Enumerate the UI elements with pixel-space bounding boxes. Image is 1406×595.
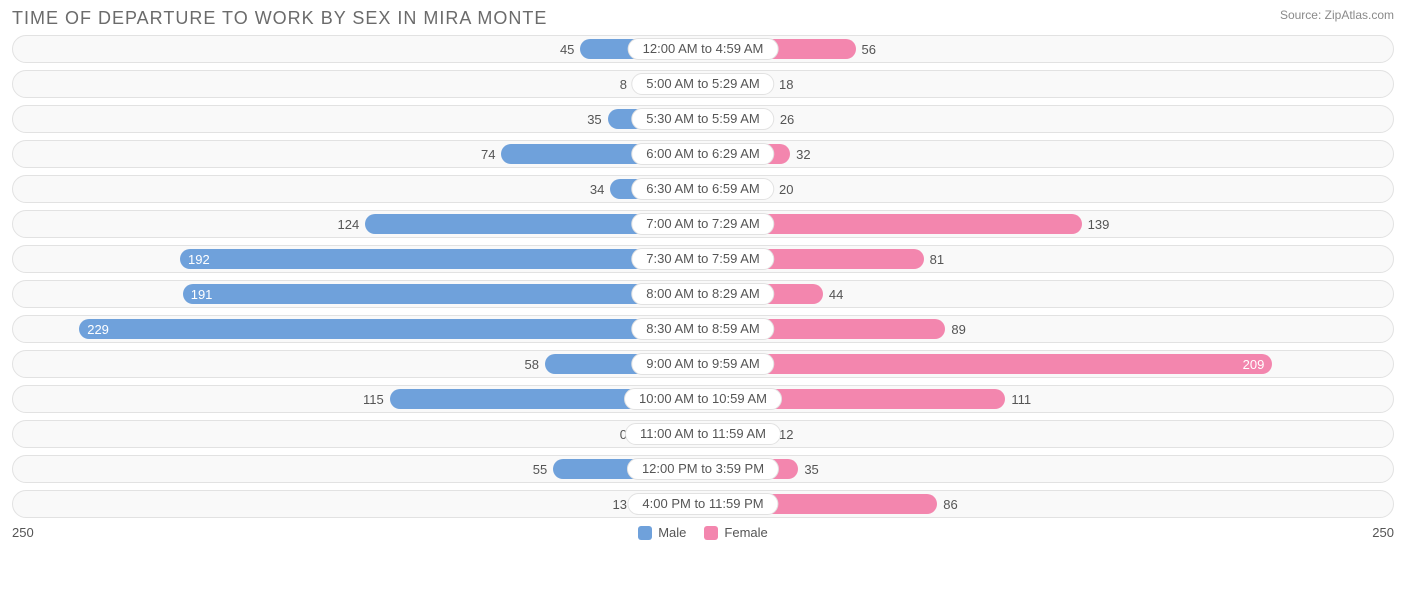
female-value: 20: [773, 182, 793, 197]
male-value: 115: [363, 392, 390, 407]
female-value: 209: [1235, 357, 1273, 372]
axis-max-left: 250: [12, 525, 52, 540]
male-half: 8: [13, 71, 703, 97]
legend-label: Male: [658, 525, 686, 540]
female-half: 12: [703, 421, 1393, 447]
category-label: 8:30 AM to 8:59 AM: [631, 318, 774, 340]
male-value: 58: [525, 357, 545, 372]
male-value: 192: [180, 252, 218, 267]
legend-item: Female: [704, 525, 767, 540]
category-label: 5:00 AM to 5:29 AM: [631, 73, 774, 95]
male-value: 124: [338, 217, 366, 232]
chart-row: 124 139 7:00 AM to 7:29 AM: [12, 210, 1394, 238]
female-value: 44: [823, 287, 843, 302]
male-half: 34: [13, 176, 703, 202]
female-half: 26: [703, 106, 1393, 132]
legend-label: Female: [724, 525, 767, 540]
chart-row: 13 86 4:00 PM to 11:59 PM: [12, 490, 1394, 518]
male-bar: 192: [180, 249, 703, 269]
category-label: 9:00 AM to 9:59 AM: [631, 353, 774, 375]
female-value: 32: [790, 147, 810, 162]
female-bar: 209: [703, 354, 1272, 374]
female-half: 18: [703, 71, 1393, 97]
chart-row: 115 111 10:00 AM to 10:59 AM: [12, 385, 1394, 413]
male-bar: 229: [79, 319, 703, 339]
male-half: 124: [13, 211, 703, 237]
category-label: 12:00 AM to 4:59 AM: [628, 38, 779, 60]
female-half: 139: [703, 211, 1393, 237]
chart-row: 191 44 8:00 AM to 8:29 AM: [12, 280, 1394, 308]
female-value: 89: [945, 322, 965, 337]
category-label: 7:30 AM to 7:59 AM: [631, 248, 774, 270]
female-half: 32: [703, 141, 1393, 167]
male-half: 55: [13, 456, 703, 482]
legend-swatch: [704, 526, 718, 540]
male-half: 229: [13, 316, 703, 342]
female-value: 26: [774, 112, 794, 127]
category-label: 7:00 AM to 7:29 AM: [631, 213, 774, 235]
chart-footer: 250 Male Female 250: [12, 525, 1394, 540]
category-label: 11:00 AM to 11:59 AM: [625, 423, 781, 445]
axis-max-right: 250: [1354, 525, 1394, 540]
male-half: 115: [13, 386, 703, 412]
male-value: 35: [587, 112, 607, 127]
category-label: 6:00 AM to 6:29 AM: [631, 143, 774, 165]
category-label: 12:00 PM to 3:59 PM: [627, 458, 779, 480]
male-half: 0: [13, 421, 703, 447]
male-half: 191: [13, 281, 703, 307]
chart-row: 192 81 7:30 AM to 7:59 AM: [12, 245, 1394, 273]
chart-row: 01211:00 AM to 11:59 AM: [12, 420, 1394, 448]
female-half: 111: [703, 386, 1393, 412]
category-label: 6:30 AM to 6:59 AM: [631, 178, 774, 200]
female-value: 81: [924, 252, 944, 267]
male-bar: 191: [183, 284, 703, 304]
male-half: 45: [13, 36, 703, 62]
chart-title: TIME OF DEPARTURE TO WORK BY SEX IN MIRA…: [12, 8, 547, 29]
male-value: 55: [533, 462, 553, 477]
category-label: 8:00 AM to 8:29 AM: [631, 283, 774, 305]
male-half: 192: [13, 246, 703, 272]
category-label: 10:00 AM to 10:59 AM: [624, 388, 782, 410]
female-value: 35: [798, 462, 818, 477]
female-half: 86: [703, 491, 1393, 517]
female-value: 139: [1082, 217, 1110, 232]
chart-row: 8 185:00 AM to 5:29 AM: [12, 70, 1394, 98]
male-value: 45: [560, 42, 580, 57]
male-value: 229: [79, 322, 117, 337]
legend-swatch: [638, 526, 652, 540]
chart-row: 35 265:30 AM to 5:59 AM: [12, 105, 1394, 133]
male-half: 74: [13, 141, 703, 167]
male-half: 13: [13, 491, 703, 517]
female-value: 86: [937, 497, 957, 512]
female-value: 56: [856, 42, 876, 57]
chart-source: Source: ZipAtlas.com: [1280, 8, 1394, 22]
female-half: 20: [703, 176, 1393, 202]
female-value: 18: [773, 77, 793, 92]
female-half: 44: [703, 281, 1393, 307]
chart-row: 74 32 6:00 AM to 6:29 AM: [12, 140, 1394, 168]
chart-row: 45 56 12:00 AM to 4:59 AM: [12, 35, 1394, 63]
female-half: 81: [703, 246, 1393, 272]
chart-row: 229 89 8:30 AM to 8:59 AM: [12, 315, 1394, 343]
chart-row: 55 35 12:00 PM to 3:59 PM: [12, 455, 1394, 483]
male-value: 74: [481, 147, 501, 162]
chart-row: 58 209 9:00 AM to 9:59 AM: [12, 350, 1394, 378]
category-label: 4:00 PM to 11:59 PM: [627, 493, 778, 515]
chart-row: 34 206:30 AM to 6:59 AM: [12, 175, 1394, 203]
male-half: 35: [13, 106, 703, 132]
female-half: 56: [703, 36, 1393, 62]
chart-legend: Male Female: [638, 525, 768, 540]
male-half: 58: [13, 351, 703, 377]
chart-area: 455612:00 AM to 4:59 AM8185:00 AM to 5:2…: [12, 35, 1394, 518]
female-half: 89: [703, 316, 1393, 342]
female-value: 111: [1005, 392, 1031, 407]
male-value: 34: [590, 182, 610, 197]
legend-item: Male: [638, 525, 686, 540]
male-value: 191: [183, 287, 221, 302]
female-half: 35: [703, 456, 1393, 482]
female-half: 209: [703, 351, 1393, 377]
category-label: 5:30 AM to 5:59 AM: [631, 108, 774, 130]
